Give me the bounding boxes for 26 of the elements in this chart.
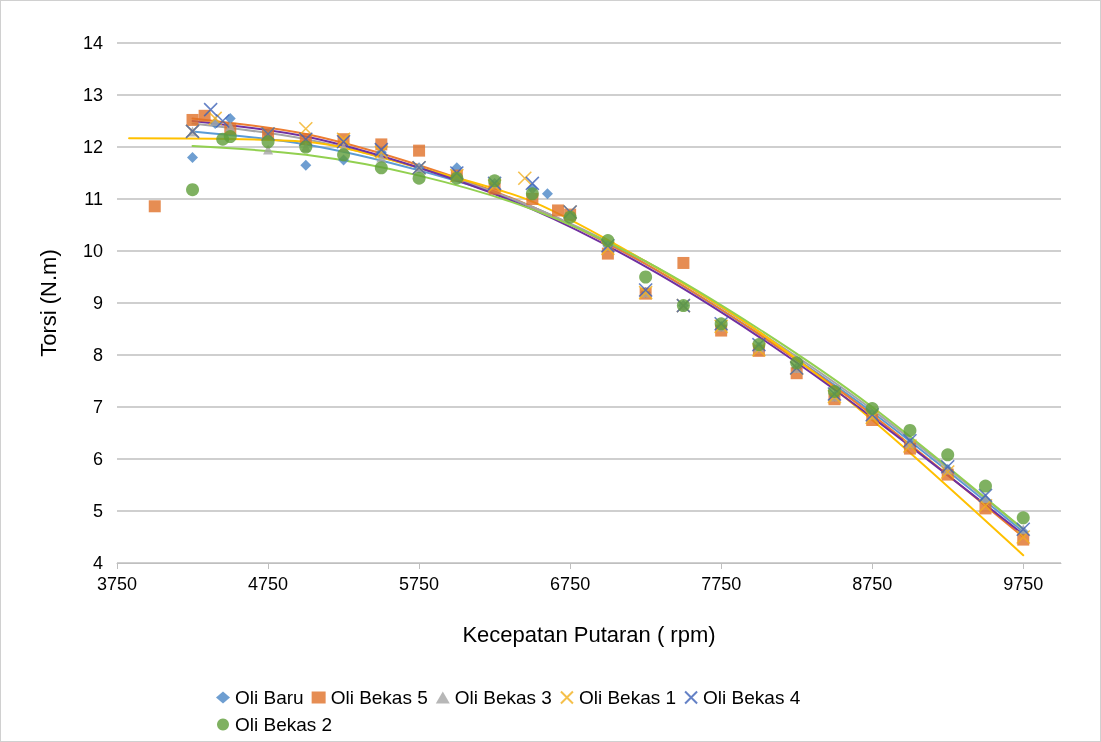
x-tick-label: 7750 xyxy=(701,574,742,594)
legend-label: Oli Bekas 4 xyxy=(703,687,801,708)
y-tick-label: 5 xyxy=(92,501,103,521)
y-tick-label: 11 xyxy=(84,189,103,209)
legend-label: Oli Bekas 5 xyxy=(330,687,428,708)
y-tick-label: 8 xyxy=(92,345,103,365)
x-tick-label: 8750 xyxy=(852,574,893,594)
legend-label: Oli Baru xyxy=(235,687,304,708)
y-tick-label: 6 xyxy=(92,449,103,469)
x-tick-label: 4750 xyxy=(248,574,289,594)
x-tick-label: 3750 xyxy=(96,574,138,594)
y-tick-label: 12 xyxy=(82,137,103,157)
y-tick-label: 10 xyxy=(82,241,103,261)
x-tick-label: 5750 xyxy=(399,574,440,594)
y-tick-label: 14 xyxy=(82,33,103,53)
legend-label: Oli Bekas 3 xyxy=(454,687,552,708)
x-tick-label: 9750 xyxy=(1003,574,1044,594)
x-tick-label: 6750 xyxy=(550,574,591,594)
y-tick-label: 4 xyxy=(92,553,103,573)
y-tick-label: 9 xyxy=(92,293,103,313)
legend-label: Oli Bekas 1 xyxy=(578,687,677,708)
y-tick-label: 7 xyxy=(92,397,103,417)
y-axis-title: Torsi (N.m) xyxy=(35,249,61,357)
x-axis-title: Kecepatan Putaran ( rpm) xyxy=(462,621,716,647)
legend-label: Oli Bekas 2 xyxy=(235,714,333,735)
y-tick-label: 13 xyxy=(82,85,103,105)
